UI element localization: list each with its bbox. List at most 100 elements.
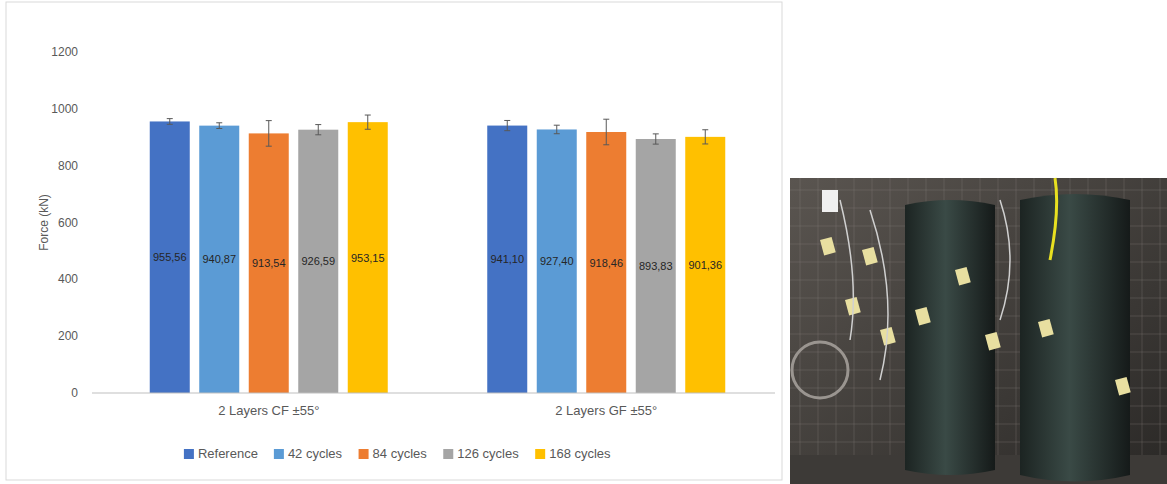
y-tick — [96, 222, 99, 223]
photo-background — [790, 178, 1167, 484]
error-stem — [169, 119, 170, 125]
error-cap — [653, 133, 659, 134]
error-cap — [365, 129, 371, 130]
error-cap — [365, 115, 371, 116]
error-cap — [702, 129, 708, 130]
data-label: 926,59 — [301, 255, 335, 267]
error-cap — [216, 128, 222, 129]
error-stem — [655, 134, 656, 144]
bar — [537, 129, 577, 393]
y-tick-label: 200 — [58, 329, 78, 343]
specimen — [905, 200, 995, 475]
bar — [487, 126, 527, 393]
tape — [955, 267, 971, 286]
x-tick-label: 2 Layers GF ±55° — [555, 403, 657, 418]
data-label: 927,40 — [540, 255, 574, 267]
data-label: 901,36 — [688, 259, 722, 271]
error-cap — [603, 144, 609, 145]
legend-swatch — [184, 449, 194, 459]
cage-line — [790, 190, 1167, 191]
error-cap — [702, 143, 708, 144]
error-stem — [606, 119, 607, 145]
tape — [1038, 319, 1054, 338]
bar — [150, 121, 190, 393]
legend-label: 168 cycles — [549, 446, 611, 461]
y-tick-label: 1000 — [51, 102, 78, 116]
error-stem — [268, 121, 269, 147]
y-tick — [96, 279, 99, 280]
error-bar — [216, 123, 222, 129]
data-label: 940,87 — [202, 253, 236, 265]
legend-swatch — [274, 449, 284, 459]
error-bar — [266, 121, 272, 147]
y-tick — [96, 52, 99, 53]
error-cap — [167, 118, 173, 119]
error-bar — [167, 119, 173, 125]
cage-line — [1016, 178, 1017, 484]
port — [792, 342, 848, 398]
tape — [1115, 377, 1131, 396]
error-cap — [266, 146, 272, 147]
photo — [790, 178, 1167, 484]
tag — [822, 190, 838, 212]
y-tick-label: 800 — [58, 159, 78, 173]
error-bar — [554, 125, 560, 134]
data-label: 955,56 — [153, 251, 187, 263]
error-cap — [504, 130, 510, 131]
y-tick-label: 1200 — [51, 45, 78, 59]
error-cap — [554, 125, 560, 126]
specimen — [1020, 194, 1130, 482]
tape — [862, 247, 878, 266]
bars — [150, 121, 726, 393]
cage-line — [854, 178, 855, 484]
wire — [840, 200, 1010, 380]
cage-line — [998, 178, 999, 484]
legend-label: 126 cycles — [457, 446, 519, 461]
cage-line — [800, 178, 801, 484]
error-stem — [507, 120, 508, 130]
bar — [199, 126, 239, 393]
bar — [636, 139, 676, 393]
error-stem — [367, 115, 368, 129]
error-cap — [315, 124, 321, 125]
legend-label: Reference — [198, 446, 258, 461]
labels-and-errors: 955,56941,10940,87927,40913,54918,46926,… — [153, 115, 722, 272]
y-tick — [96, 336, 99, 337]
bar — [298, 130, 338, 393]
error-bar — [603, 119, 609, 145]
x-axis-line — [92, 393, 775, 394]
error-stem — [556, 125, 557, 134]
bar — [249, 133, 289, 393]
legend-label: 84 cycles — [373, 446, 428, 461]
error-cap — [554, 133, 560, 134]
data-label: 941,10 — [490, 253, 524, 265]
cage-line — [818, 178, 819, 484]
cage-line — [1160, 178, 1161, 484]
y-tick — [96, 165, 99, 166]
error-cap — [315, 134, 321, 135]
error-bar — [653, 134, 659, 144]
legend-label: 42 cycles — [288, 446, 343, 461]
cage-line — [836, 178, 837, 484]
error-cap — [653, 144, 659, 145]
cage-line — [1142, 178, 1143, 484]
tape — [915, 307, 931, 326]
error-cap — [216, 122, 222, 123]
y-axis-title: Force (kN) — [37, 194, 51, 251]
error-stem — [705, 130, 706, 144]
error-bar — [504, 120, 510, 130]
y-tick-label: 600 — [58, 216, 78, 230]
error-cap — [603, 119, 609, 120]
data-label: 913,54 — [252, 257, 286, 269]
legend-swatch — [443, 449, 453, 459]
y-tick-label: 0 — [71, 386, 78, 400]
bar — [685, 137, 725, 393]
y-tick-label: 400 — [58, 272, 78, 286]
x-tick-label: 2 Layers CF ±55° — [218, 403, 319, 418]
y-tick — [96, 108, 99, 109]
tape — [820, 237, 836, 256]
data-label: 893,83 — [639, 260, 673, 272]
legend-swatch — [535, 449, 545, 459]
bar — [586, 132, 626, 393]
tape — [985, 332, 1001, 351]
